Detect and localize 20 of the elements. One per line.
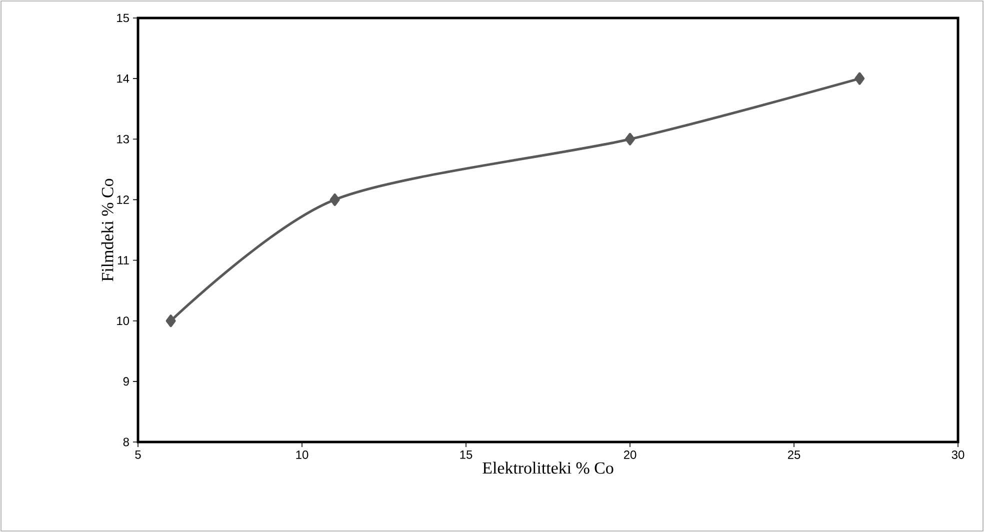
x-tick-label: 5	[135, 450, 141, 459]
y-tick-label: 9	[123, 377, 129, 386]
point	[854, 72, 865, 85]
y-axis-title: Filmdeki % Co	[101, 178, 114, 282]
x-axis-title: Elektrolitteki % Co	[482, 462, 614, 474]
y-tick-label: 13	[117, 134, 129, 144]
y-tick-label: 11	[118, 256, 129, 264]
point	[625, 132, 636, 146]
y-tick-label: 14	[117, 74, 130, 83]
x-tick-label: 20	[624, 450, 636, 459]
x-tick-label: 30	[952, 450, 964, 459]
x-tick-label: 25	[788, 450, 800, 459]
x-tick-label: 10	[296, 450, 308, 459]
point	[166, 314, 176, 328]
y-tick-label: 15	[117, 14, 129, 22]
x-tick-label: 15	[460, 450, 472, 459]
y-tick-label: 10	[117, 316, 130, 326]
y-tick-label: 8	[123, 438, 129, 446]
point	[330, 193, 340, 206]
y-tick-label: 12	[117, 196, 129, 204]
